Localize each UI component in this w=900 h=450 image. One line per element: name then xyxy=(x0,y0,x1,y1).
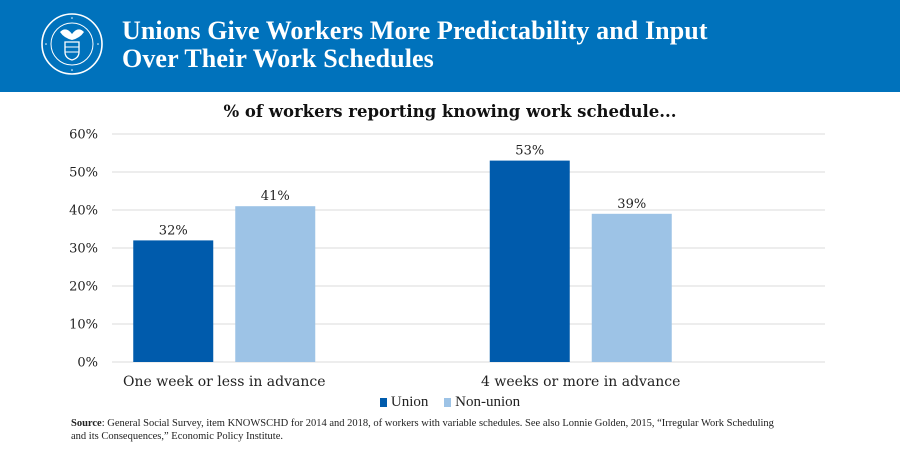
y-tick-label: 40% xyxy=(69,204,98,219)
page-title: Unions Give Workers More Predictability … xyxy=(122,17,882,73)
source-label: Source xyxy=(71,418,102,429)
y-tick-label: 60% xyxy=(69,128,98,143)
x-category-label: One week or less in advance xyxy=(123,374,326,390)
data-label: 53% xyxy=(515,144,544,159)
source-text: : General Social Survey, item KNOWSCHD f… xyxy=(71,418,774,442)
legend-swatch-non-union xyxy=(444,398,452,407)
header-banner: Unions Give Workers More Predictability … xyxy=(0,0,900,92)
y-tick-label: 20% xyxy=(69,280,98,295)
page-title-line-2: Over Their Work Schedules xyxy=(122,44,434,73)
data-label: 39% xyxy=(617,197,646,212)
source-note: Source: General Social Survey, item KNOW… xyxy=(71,417,791,443)
chart-legend: Union Non-union xyxy=(0,394,900,412)
y-tick-label: 30% xyxy=(69,242,98,257)
bar-non-union xyxy=(591,213,672,362)
bar-union xyxy=(133,240,214,362)
chart-title: % of workers reporting knowing work sche… xyxy=(223,102,677,121)
bar-non-union xyxy=(235,206,316,362)
y-tick-label: 0% xyxy=(77,356,98,371)
legend-swatch-union xyxy=(379,398,387,407)
data-label: 32% xyxy=(159,223,188,238)
legend-item-union: Union xyxy=(379,394,429,411)
department-of-labor-seal-icon xyxy=(41,13,103,75)
x-category-label: 4 weeks or more in advance xyxy=(481,374,680,390)
bar-union xyxy=(489,160,570,362)
legend-label-non-union: Non-union xyxy=(455,394,521,410)
legend-item-non-union: Non-union xyxy=(444,394,520,411)
page-title-line-1: Unions Give Workers More Predictability … xyxy=(122,16,708,45)
legend-label-union: Union xyxy=(390,394,429,410)
y-tick-label: 50% xyxy=(69,166,98,181)
data-label: 41% xyxy=(261,189,290,204)
y-tick-label: 10% xyxy=(69,318,98,333)
